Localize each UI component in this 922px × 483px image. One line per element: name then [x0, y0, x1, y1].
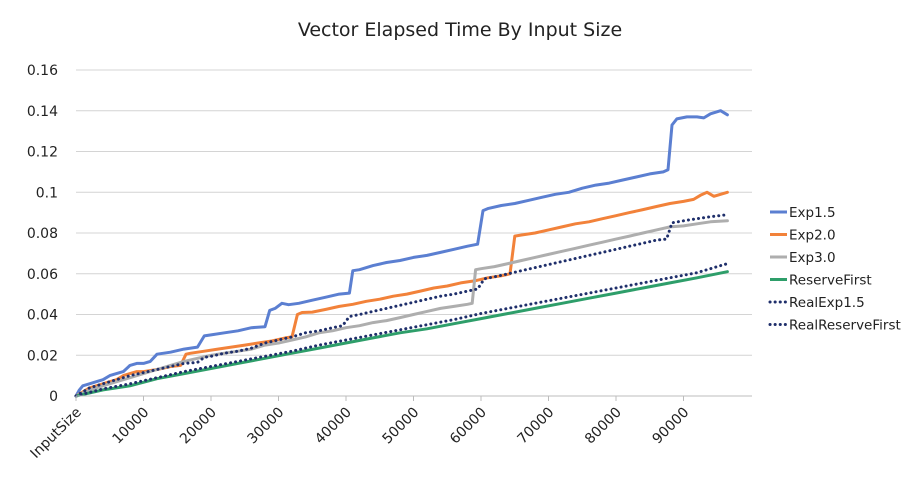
y-tick-label: 0.02: [27, 348, 58, 364]
x-tick-label: 40000: [312, 405, 355, 448]
x-tick-label: 30000: [245, 405, 288, 448]
x-tick-label: 80000: [582, 405, 625, 448]
y-tick-label: 0.12: [27, 145, 58, 161]
x-tick-label: 70000: [515, 405, 558, 448]
y-tick-label: 0.14: [27, 104, 58, 120]
legend-label: ReserveFirst: [789, 273, 872, 289]
y-tick-label: 0.08: [27, 226, 58, 242]
x-tick-label: 10000: [110, 405, 153, 448]
x-tick-label: 20000: [177, 405, 220, 448]
y-tick-label: 0.06: [27, 267, 58, 283]
y-tick-label: 0: [49, 389, 58, 405]
legend-label: RealReserveFirst: [789, 318, 901, 334]
series-line-exp1-5: [74, 109, 729, 398]
series-line-reservefirst: [74, 270, 729, 398]
series-line-exp2-0: [74, 190, 729, 398]
x-tick-label: 90000: [650, 405, 693, 448]
series-line-realreservefirst: [74, 262, 729, 398]
x-tick-label: 50000: [380, 405, 423, 448]
legend-label: Exp3.0: [789, 250, 836, 266]
legend-label: RealExp1.5: [789, 295, 865, 311]
series-line-exp3-0: [74, 219, 729, 398]
series-line-realexp1-5: [74, 213, 729, 398]
y-tick-label: 0.04: [27, 308, 58, 324]
x-tick-label: 60000: [447, 405, 490, 448]
x-tick-label: InputSize: [28, 405, 85, 462]
y-tick-label: 0.16: [27, 63, 58, 79]
chart-title: Vector Elapsed Time By Input Size: [298, 19, 622, 41]
legend-label: Exp1.5: [789, 205, 836, 221]
legend-label: Exp2.0: [789, 228, 836, 244]
y-tick-label: 0.1: [36, 185, 58, 201]
